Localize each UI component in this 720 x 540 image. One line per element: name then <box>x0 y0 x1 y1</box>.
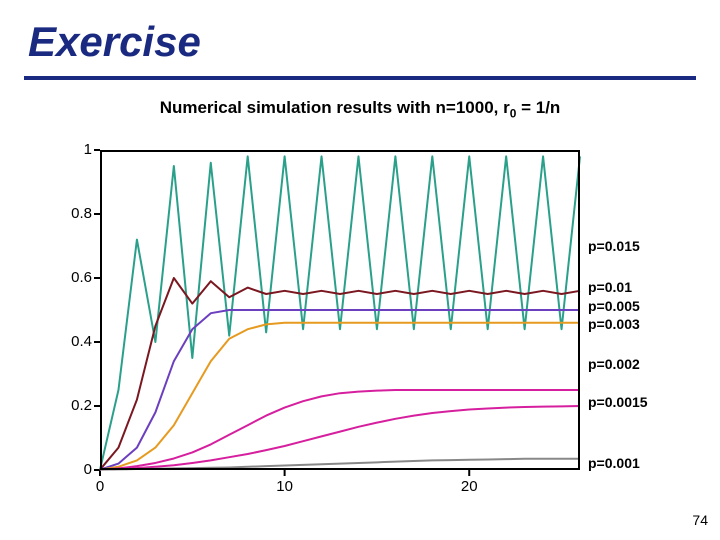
series-line <box>100 323 580 470</box>
y-tick-label: 0 <box>52 461 92 478</box>
series-line <box>100 156 580 469</box>
x-tick-label: 0 <box>80 478 120 495</box>
series-label: p=0.002 <box>588 356 640 372</box>
series-line <box>100 406 580 470</box>
y-tick-label: 0.8 <box>52 205 92 222</box>
y-tick-label: 0.6 <box>52 269 92 286</box>
series-label: p=0.003 <box>588 316 640 332</box>
slide-title: Exercise <box>28 18 201 66</box>
chart-subtitle: Numerical simulation results with n=1000… <box>0 98 720 120</box>
plot-area <box>100 150 580 470</box>
series-label: p=0.005 <box>588 298 640 314</box>
series-line <box>100 390 580 470</box>
series-label: p=0.001 <box>588 455 640 471</box>
series-line <box>100 278 580 470</box>
series-label: p=0.01 <box>588 279 632 295</box>
slide: Exercise Numerical simulation results wi… <box>0 0 720 540</box>
series-label: p=0.015 <box>588 238 640 254</box>
series-line <box>100 459 580 470</box>
page-number: 74 <box>692 512 708 528</box>
chart-lines <box>100 150 580 470</box>
y-tick-label: 0.2 <box>52 397 92 414</box>
x-tick-label: 10 <box>265 478 305 495</box>
y-tick-label: 1 <box>52 141 92 158</box>
chart: 00.20.40.60.8101020 <box>40 150 600 500</box>
x-tick-label: 20 <box>449 478 489 495</box>
series-label: p=0.0015 <box>588 394 648 410</box>
title-underline <box>24 76 696 80</box>
y-tick-label: 0.4 <box>52 333 92 350</box>
